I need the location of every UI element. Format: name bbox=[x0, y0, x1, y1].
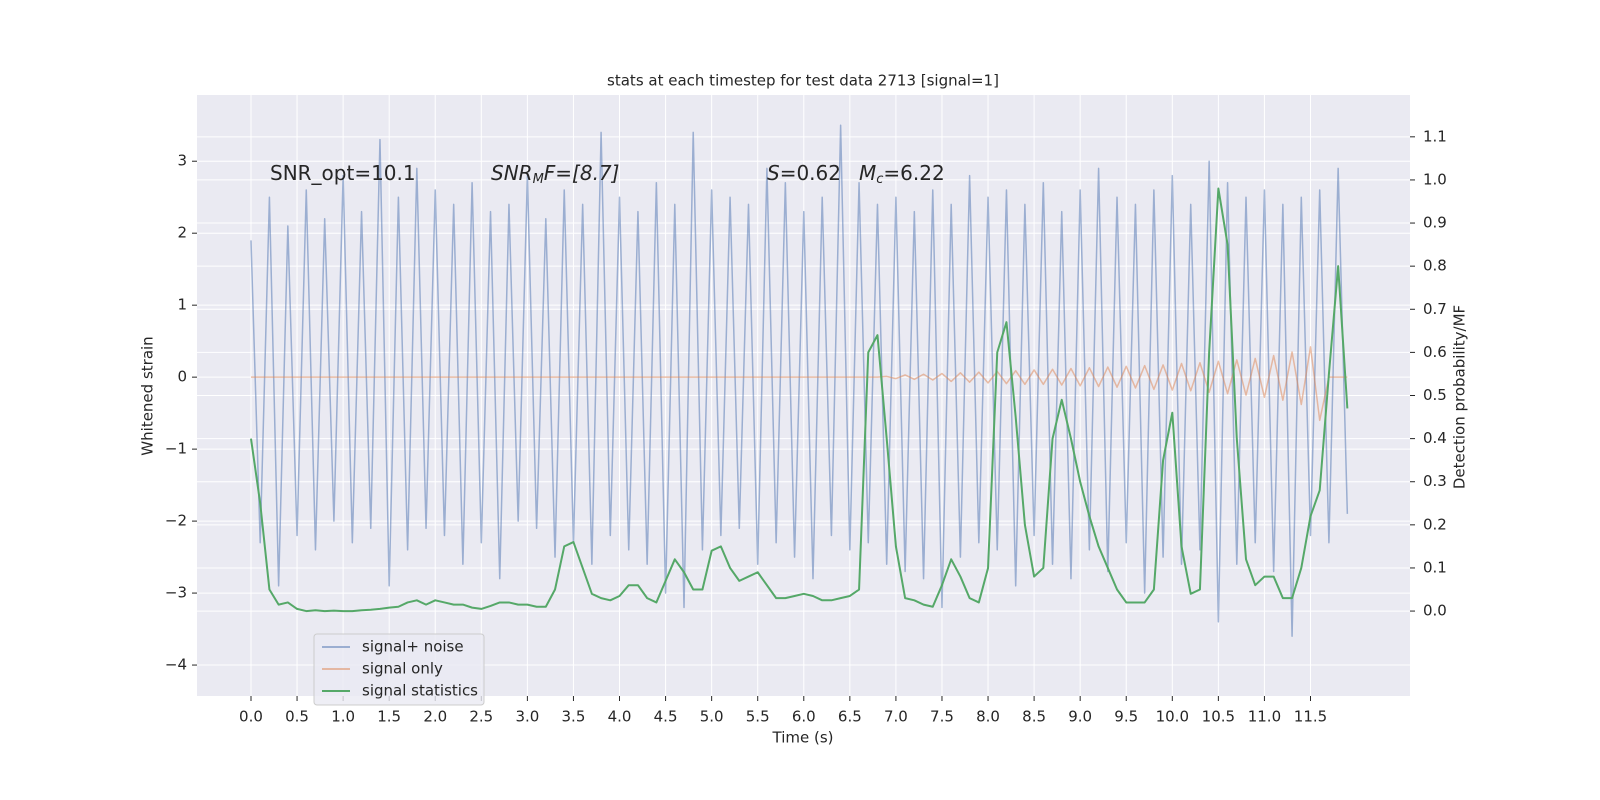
x-tick-label: 5.0 bbox=[700, 708, 724, 726]
annotation-part: M bbox=[533, 172, 544, 187]
annotation-part: S bbox=[767, 161, 780, 185]
y2-tick-label: 0.5 bbox=[1423, 386, 1447, 404]
x-tick-label: 1.0 bbox=[331, 708, 355, 726]
y-axis-label: Whitened strain bbox=[139, 336, 157, 455]
plot bbox=[249, 124, 1349, 638]
legend-label: signal only bbox=[362, 660, 443, 678]
x-tick-label: 10.0 bbox=[1156, 708, 1189, 726]
x-tick-label: 8.5 bbox=[1022, 708, 1046, 726]
annotation-part: M bbox=[859, 161, 876, 185]
annotation-part: SNR_opt=10.1 bbox=[270, 161, 416, 185]
annotation-part: F=[8.7] bbox=[544, 161, 620, 185]
axes: 0.0 0.5 1.0 1.5 2.0 2.5 3.0 3.5 4.0 4.5 5.0 5.5 6.0 6… bbox=[165, 127, 1447, 725]
x-tick-label: 1.5 bbox=[377, 708, 401, 726]
series-line bbox=[249, 187, 1349, 613]
x-axis-label: Time (s) bbox=[772, 729, 834, 747]
y2-tick-label: 0.4 bbox=[1423, 429, 1447, 447]
x-tick-label: 7.0 bbox=[884, 708, 908, 726]
y2-tick-label: 0.6 bbox=[1423, 343, 1447, 361]
y2-tick-label: 1.1 bbox=[1423, 127, 1447, 145]
series-line bbox=[250, 346, 1348, 422]
annotation: S=0.62 bbox=[767, 161, 841, 185]
y2-tick-label: 0.9 bbox=[1423, 214, 1447, 232]
annotation-part: =6.22 bbox=[883, 161, 944, 185]
y2-tick-label: 0.2 bbox=[1423, 515, 1447, 533]
x-tick-label: 11.5 bbox=[1294, 708, 1327, 726]
x-tick-label: 4.5 bbox=[654, 708, 678, 726]
x-tick-label: 9.0 bbox=[1068, 708, 1092, 726]
y2-tick-label: 0.0 bbox=[1423, 602, 1447, 620]
x-tick-label: 2.5 bbox=[469, 708, 493, 726]
x-tick-label: 3.5 bbox=[562, 708, 586, 726]
annotation: SNRMF=[8.7] bbox=[491, 161, 619, 187]
annotation: SNR_opt=10.1 bbox=[270, 161, 416, 185]
y2-tick-label: 0.8 bbox=[1423, 257, 1447, 275]
legend: signal+ noise signal only signal statistic… bbox=[313, 633, 485, 706]
y2-tick-label: 1.0 bbox=[1423, 170, 1447, 188]
annotation-part: =0.62 bbox=[780, 161, 841, 185]
y-tick-label: 1 bbox=[177, 296, 187, 314]
y2-tick-label: 0.3 bbox=[1423, 472, 1447, 490]
y-tick-label: 3 bbox=[177, 152, 187, 170]
x-tick-label: 7.5 bbox=[930, 708, 954, 726]
chart-title: stats at each timestep for test data 271… bbox=[607, 72, 999, 90]
y-tick-label: −2 bbox=[165, 512, 187, 530]
annotation-part: c bbox=[876, 172, 883, 187]
y-tick-label: −1 bbox=[165, 440, 187, 458]
x-tick-label: 11.0 bbox=[1248, 708, 1281, 726]
x-tick-label: 0.5 bbox=[285, 708, 309, 726]
legend-box bbox=[313, 633, 485, 706]
y-tick-label: 0 bbox=[177, 368, 187, 386]
x-tick-label: 3.0 bbox=[515, 708, 539, 726]
x-tick-label: 5.5 bbox=[746, 708, 770, 726]
x-tick-label: 4.0 bbox=[608, 708, 632, 726]
y-tick-label: 2 bbox=[177, 224, 187, 242]
legend-label: signal+ noise bbox=[362, 638, 464, 656]
y2-axis-label: Detection probability/MF bbox=[1451, 305, 1469, 489]
legend-label: signal statistics bbox=[362, 682, 478, 700]
x-tick-label: 6.5 bbox=[838, 708, 862, 726]
x-tick-label: 0.0 bbox=[239, 708, 263, 726]
y-tick-label: −3 bbox=[165, 584, 187, 602]
x-tick-label: 10.5 bbox=[1202, 708, 1235, 726]
annotation-part: SNR bbox=[491, 161, 533, 185]
x-tick-label: 6.0 bbox=[792, 708, 816, 726]
x-tick-label: 9.5 bbox=[1114, 708, 1138, 726]
x-tick-label: 2.0 bbox=[423, 708, 447, 726]
series-line bbox=[250, 124, 1349, 638]
y2-tick-label: 0.7 bbox=[1423, 300, 1447, 318]
x-tick-label: 8.0 bbox=[976, 708, 1000, 726]
annotation: Mc=6.22 bbox=[859, 161, 945, 187]
y-tick-label: −4 bbox=[165, 656, 187, 674]
y2-tick-label: 0.1 bbox=[1423, 558, 1447, 576]
